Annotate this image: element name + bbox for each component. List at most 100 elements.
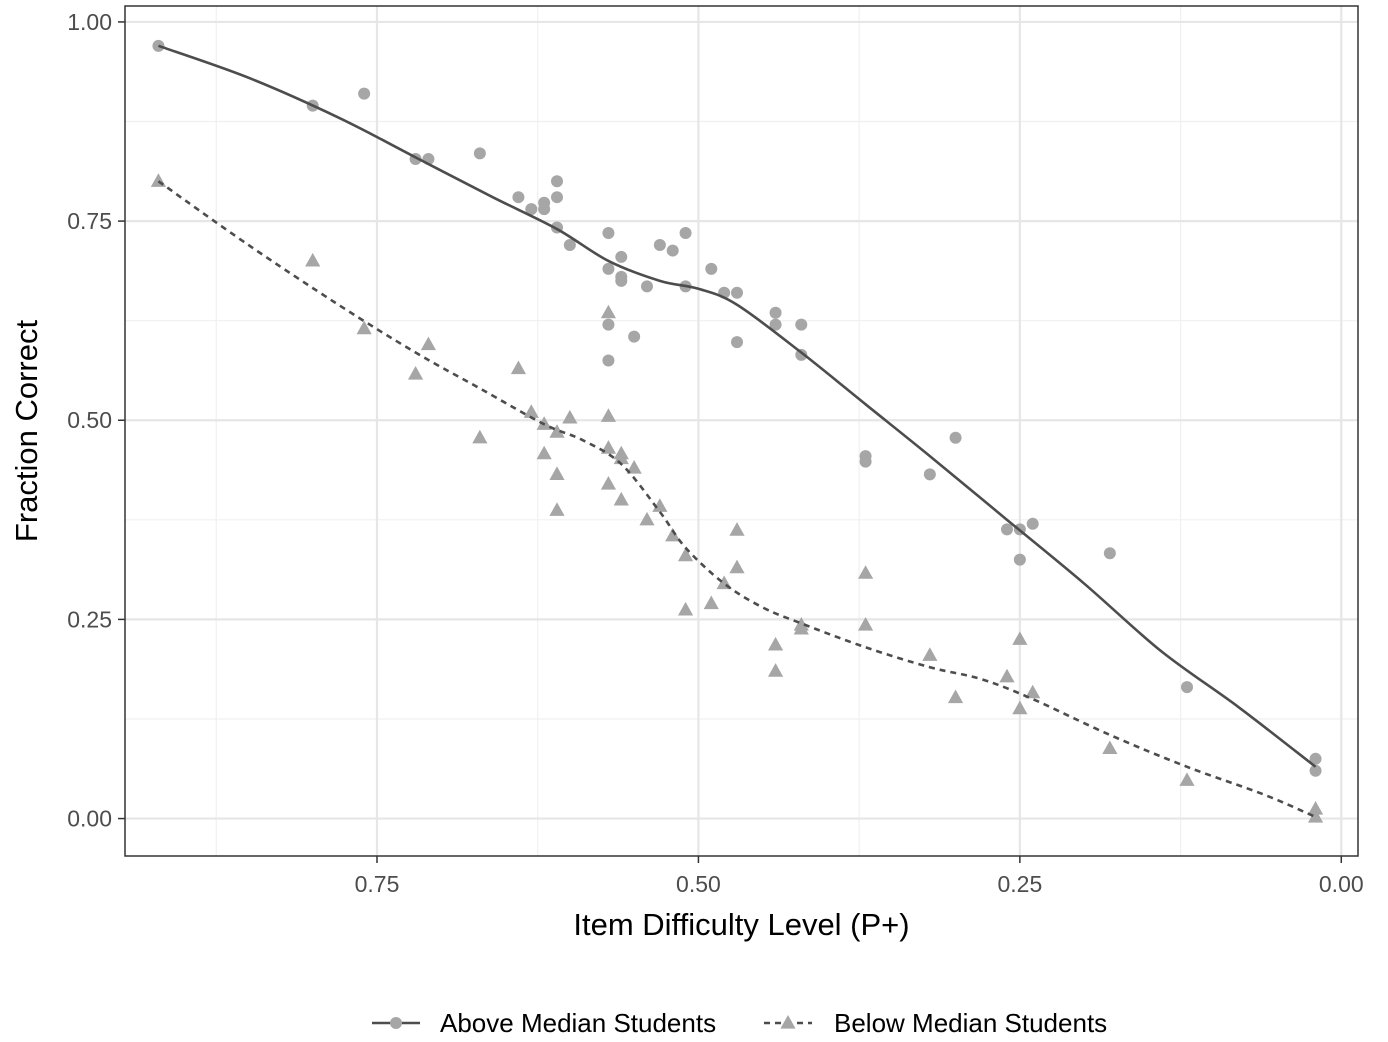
y-tick-label: 0.00: [67, 806, 112, 832]
below-median-point: [407, 366, 424, 380]
below-median-point: [600, 304, 617, 319]
above-median-smooth-line: [157, 44, 1317, 768]
series-points: [150, 39, 1324, 823]
legend: Above Median Students Below Median Studen…: [372, 1008, 1107, 1038]
above-median-point: [512, 191, 525, 204]
below-median-point: [523, 404, 539, 418]
above-median-point: [1103, 547, 1116, 560]
below-median-point: [922, 647, 938, 661]
above-median-point: [949, 431, 962, 444]
below-median-point: [703, 595, 719, 610]
above-median-point: [1309, 752, 1322, 765]
above-median-point: [769, 318, 782, 331]
legend-label-below-median: Below Median Students: [834, 1008, 1107, 1038]
above-median-point: [1001, 523, 1013, 536]
above-median-point: [795, 318, 808, 331]
above-median-point: [602, 227, 615, 240]
below-median-point: [857, 565, 874, 579]
y-tick-label: 0.50: [67, 407, 112, 433]
above-median-point: [551, 191, 563, 204]
above-median-point: [1013, 553, 1026, 566]
above-median-point: [859, 455, 872, 468]
below-median-point: [793, 620, 809, 635]
below-median-point: [356, 320, 372, 335]
below-median-point: [536, 445, 552, 460]
below-median-point: [549, 466, 565, 481]
above-median-point: [563, 238, 576, 251]
below-median-point: [677, 601, 694, 616]
above-median-point: [641, 280, 653, 293]
below-median-point: [420, 336, 437, 351]
below-median-point: [999, 668, 1015, 683]
above-median-point: [602, 262, 615, 275]
below-median-point: [472, 429, 488, 444]
legend-label-above-median: Above Median Students: [440, 1008, 716, 1038]
above-median-point: [358, 87, 371, 100]
x-tick-label: 0.25: [997, 871, 1042, 897]
above-median-point: [795, 348, 808, 361]
above-median-point: [1026, 517, 1039, 530]
below-median-point: [626, 460, 642, 474]
above-median-point: [538, 196, 551, 209]
below-median-point: [1012, 700, 1028, 715]
above-median-point: [731, 286, 743, 299]
below-median-point: [305, 252, 321, 267]
below-median-point: [767, 663, 784, 677]
below-median-point: [677, 547, 694, 562]
grid-major: [125, 6, 1358, 856]
axis-ticks: [118, 21, 1343, 863]
below-median-point: [729, 522, 745, 536]
above-median-point: [615, 274, 628, 287]
above-median-point: [731, 336, 743, 349]
x-tick-label: 0.50: [676, 871, 721, 897]
above-median-point: [769, 306, 782, 319]
below-median-point: [1012, 631, 1028, 645]
below-median-point: [613, 491, 629, 506]
grid-minor: [125, 6, 1358, 856]
below-median-point: [1307, 800, 1324, 815]
below-median-point: [510, 360, 527, 375]
below-median-point: [729, 559, 745, 574]
above-median-point: [1181, 681, 1193, 694]
below-median-point: [947, 689, 964, 704]
above-median-point: [653, 238, 666, 251]
below-median-point: [600, 475, 617, 490]
below-median-point: [1179, 772, 1195, 786]
above-median-point: [1309, 764, 1322, 777]
below-median-point: [549, 502, 565, 516]
below-median-point: [1307, 808, 1324, 823]
x-axis-title: Item Difficulty Level (P+): [573, 907, 909, 942]
panel-border: [124, 5, 1359, 857]
below-median-point: [613, 450, 629, 465]
below-median-point: [549, 424, 565, 438]
y-tick-label: 0.25: [67, 606, 112, 632]
below-median-point: [600, 408, 617, 422]
above-median-point: [666, 244, 679, 257]
x-tick-label: 0.00: [1319, 871, 1364, 897]
below-median-point: [665, 527, 681, 542]
tick-labels: 0.75 0.50 0.25 0.00 0.00 0.25 0.50 0.75 1.00: [67, 9, 1363, 897]
above-median-point: [525, 203, 538, 216]
legend-key-marker-below-median: [780, 1015, 796, 1029]
above-median-point: [551, 175, 563, 188]
legend-key-marker-above-median: [390, 1017, 402, 1029]
above-median-point: [628, 330, 641, 343]
below-median-point: [562, 409, 578, 424]
above-median-point: [679, 227, 692, 240]
above-median-point: [602, 318, 615, 331]
above-median-point: [705, 262, 718, 275]
x-tick-label: 0.75: [355, 871, 400, 897]
above-median-point: [923, 468, 936, 481]
above-median-point: [473, 147, 486, 160]
series-lines: [157, 44, 1317, 819]
below-median-point: [767, 636, 784, 651]
y-tick-label: 0.75: [67, 208, 112, 234]
below-median-point: [1102, 740, 1118, 755]
above-median-point: [602, 354, 615, 367]
below-median-point: [1025, 684, 1041, 699]
below-median-point: [857, 616, 874, 631]
above-median-point: [615, 250, 628, 263]
y-tick-label: 1.00: [67, 9, 112, 35]
